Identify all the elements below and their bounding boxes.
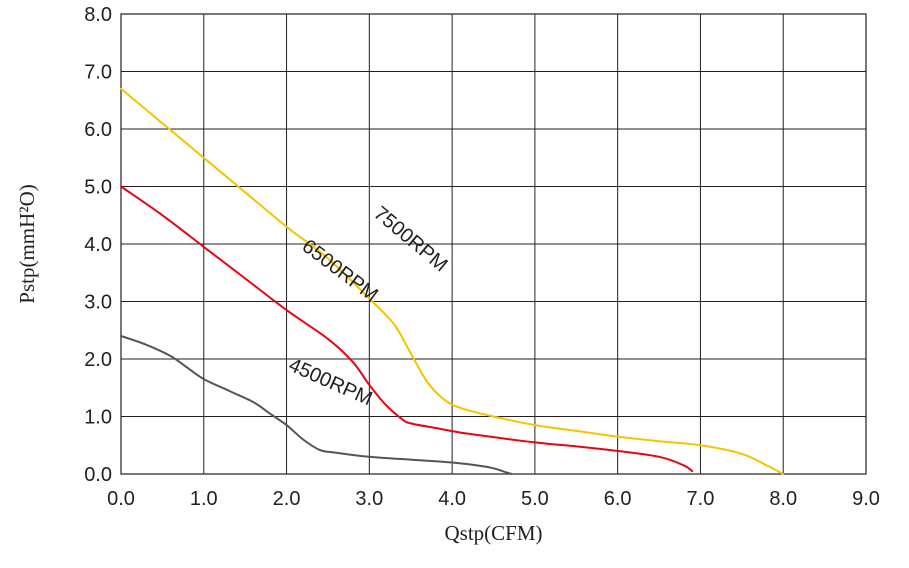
y-tick-label: 6.0 (84, 119, 112, 141)
x-tick-label: 3.0 (355, 488, 383, 510)
series-line-6500rpm (120, 185, 694, 473)
y-tick-label: 2.0 (84, 349, 112, 371)
y-tick-label: 5.0 (84, 177, 112, 199)
plot-frame (120, 13, 867, 475)
x-tick-label: 8.0 (769, 488, 797, 510)
x-tick-label: 7.0 (687, 488, 715, 510)
x-tick-label: 6.0 (604, 488, 632, 510)
x-tick-label: 4.0 (438, 488, 466, 510)
y-tick-label: 8.0 (84, 4, 112, 26)
grid (121, 14, 866, 474)
x-axis-title: Qstp(CFM) (444, 521, 542, 545)
y-tick-label: 3.0 (84, 292, 112, 314)
series-line-4500rpm (120, 335, 513, 475)
tick-labels: 0.0 1.0 2.0 3.0 4.0 5.0 6.0 7.0 8.0 9.0 0.0 1.0 2.0 3… (84, 4, 880, 510)
y-tick-label: 1.0 (84, 407, 112, 429)
y-tick-label: 0.0 (84, 464, 112, 486)
y-axis-title: Pstp(mmH²O) (15, 184, 39, 303)
x-tick-label: 1.0 (190, 488, 218, 510)
curves (120, 87, 785, 475)
x-tick-label: 5.0 (521, 488, 549, 510)
x-tick-label: 2.0 (273, 488, 301, 510)
series-label-7500rpm: 7500RPM (369, 202, 451, 276)
series-label-4500rpm: 4500RPM (285, 354, 375, 410)
y-tick-label: 4.0 (84, 234, 112, 256)
y-tick-label: 7.0 (84, 62, 112, 84)
x-tick-label: 9.0 (852, 488, 880, 510)
series-line-7500rpm (120, 87, 785, 475)
x-tick-label: 0.0 (107, 488, 135, 510)
